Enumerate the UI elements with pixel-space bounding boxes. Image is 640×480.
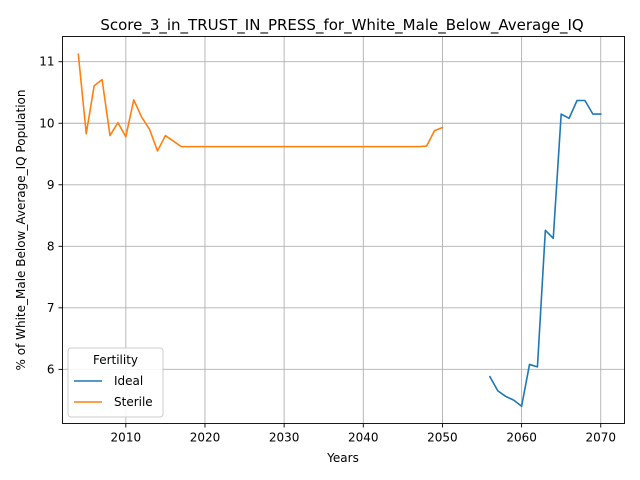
- y-tick-label: 11: [39, 55, 54, 69]
- y-tick-label: 6: [47, 362, 55, 376]
- y-tick-label: 7: [47, 301, 55, 315]
- x-tick-label: 2010: [111, 431, 142, 445]
- x-tick-label: 2040: [348, 431, 379, 445]
- series-line-ideal: [488, 99, 602, 408]
- legend-title: Fertility: [93, 353, 138, 367]
- chart-title: Score_3_in_TRUST_IN_PRESS_for_White_Male…: [100, 16, 583, 35]
- axis-ticks: 2010 2020 2030 2040 2050 2060 2070 6 7 8 9 10 11: [39, 55, 616, 445]
- series-lines: [77, 53, 602, 408]
- series-line-sterile: [77, 53, 444, 152]
- x-tick-label: 2020: [190, 431, 221, 445]
- x-axis-label: Years: [326, 451, 359, 465]
- y-tick-label: 9: [47, 178, 55, 192]
- legend-box: [67, 347, 164, 418]
- x-tick-label: 2070: [585, 431, 616, 445]
- x-tick-label: 2050: [427, 431, 458, 445]
- axes-frame: [62, 36, 625, 424]
- y-axis-label: % of White_Male Below_Average_IQ Populat…: [14, 90, 28, 371]
- legend-label-sterile: Sterile: [114, 395, 153, 409]
- legend: Fertility Ideal Sterile: [67, 347, 164, 418]
- legend-label-ideal: Ideal: [114, 374, 143, 388]
- x-tick-label: 2060: [506, 431, 537, 445]
- y-tick-label: 10: [39, 116, 54, 130]
- y-tick-label: 8: [47, 239, 55, 253]
- x-tick-label: 2030: [269, 431, 300, 445]
